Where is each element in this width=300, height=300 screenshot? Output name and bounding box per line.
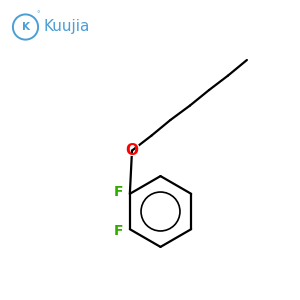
Text: O: O [124,141,140,160]
Text: F: F [112,222,124,240]
Text: Kuujia: Kuujia [44,20,90,34]
Text: °: ° [37,11,40,17]
Text: F: F [112,183,124,201]
Text: F: F [114,185,123,199]
Text: O: O [125,143,139,158]
Text: F: F [114,224,123,238]
Text: K: K [22,22,29,32]
